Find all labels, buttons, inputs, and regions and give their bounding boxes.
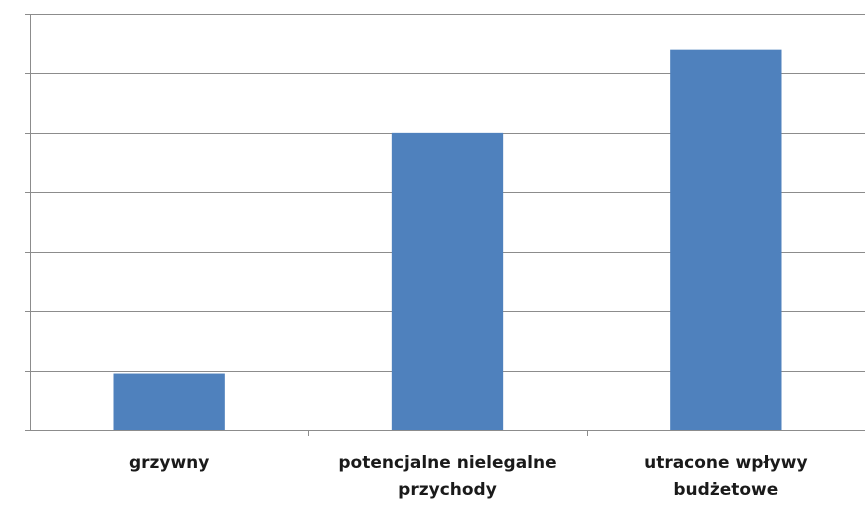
x-tick-label-line: utracone wpływy	[644, 453, 808, 473]
x-tick-label: grzywny	[39, 450, 299, 477]
bar	[391, 132, 504, 430]
x-tick-label-line: grzywny	[128, 453, 210, 473]
bar	[670, 49, 782, 431]
x-tick-label: potencjalne nielegalne przychody	[318, 450, 578, 504]
x-tick-label-line: budżetowe	[673, 480, 779, 500]
bar	[113, 373, 225, 430]
x-tick-label: utracone wpływy budżetowe	[596, 450, 856, 504]
x-tick-label-line: potencjalne nielegalne	[338, 453, 557, 473]
x-tick-label-line: przychody	[398, 480, 497, 500]
